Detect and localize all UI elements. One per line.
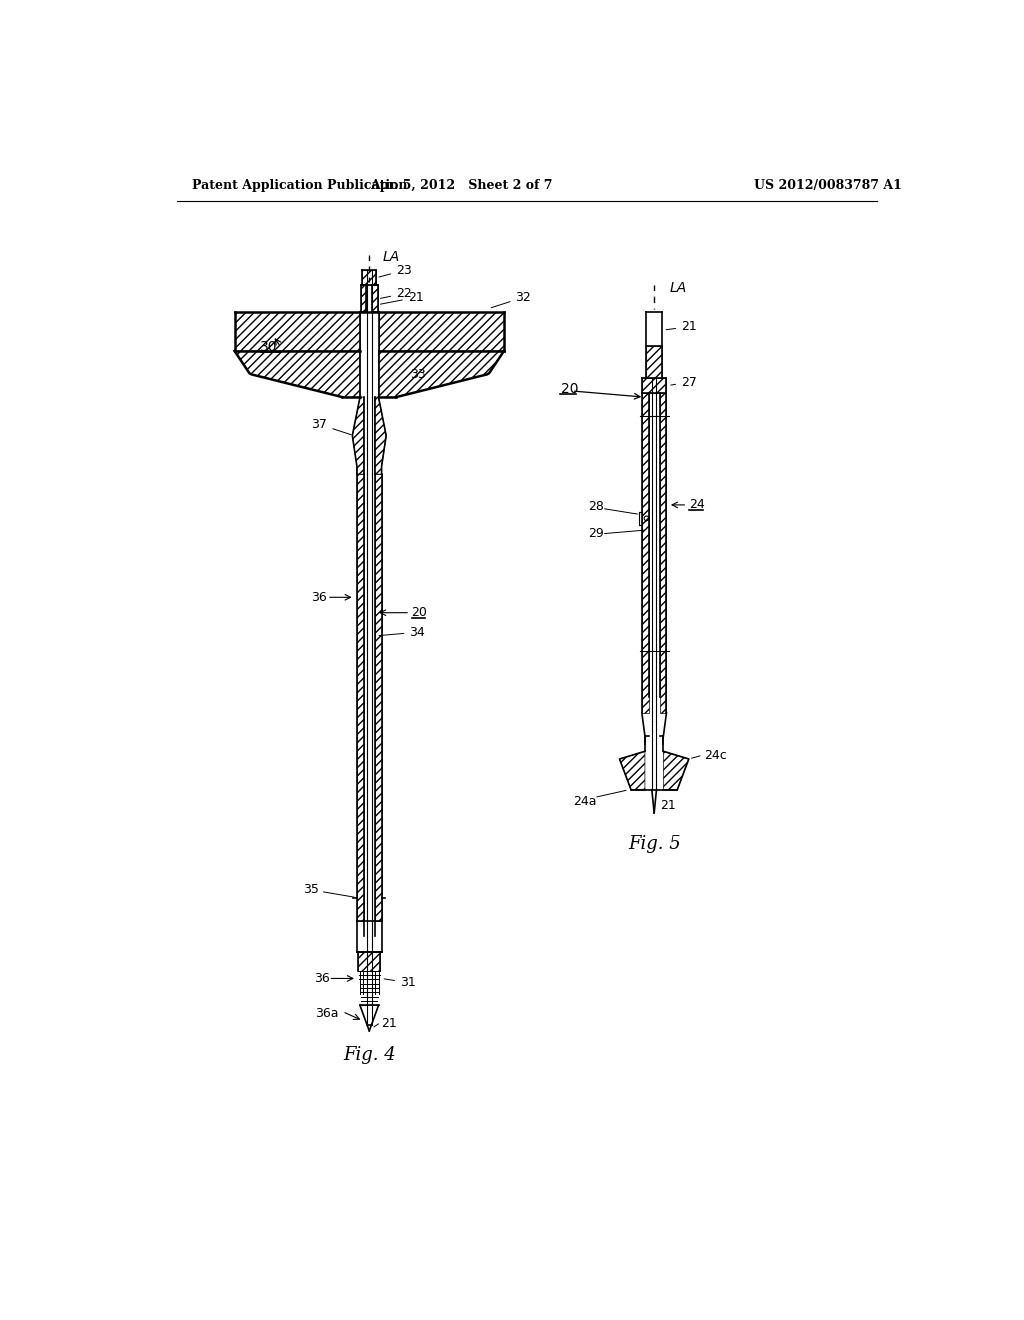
Text: LA: LA (670, 281, 687, 294)
Text: 32: 32 (492, 290, 531, 308)
Text: 23: 23 (379, 264, 412, 277)
Text: 37: 37 (311, 418, 351, 434)
Text: 30: 30 (260, 341, 278, 354)
Text: 22: 22 (381, 286, 412, 300)
Text: 34: 34 (379, 626, 425, 639)
Text: 35: 35 (303, 883, 319, 896)
Text: Fig. 4: Fig. 4 (343, 1047, 395, 1064)
Text: 36: 36 (313, 972, 330, 985)
Text: 24: 24 (689, 499, 705, 511)
Text: 20: 20 (412, 606, 427, 619)
Text: LA: LA (383, 249, 400, 264)
Text: Patent Application Publication: Patent Application Publication (193, 178, 408, 191)
Text: Fig. 5: Fig. 5 (628, 834, 681, 853)
Text: 24c: 24c (705, 748, 727, 762)
Text: 36: 36 (311, 591, 327, 603)
Text: 21: 21 (660, 799, 676, 812)
Text: 33: 33 (410, 367, 426, 380)
Text: 27: 27 (671, 376, 697, 388)
Text: 21: 21 (381, 290, 424, 304)
Text: 24a: 24a (573, 795, 597, 808)
Text: US 2012/0083787 A1: US 2012/0083787 A1 (755, 178, 902, 191)
Text: 31: 31 (384, 977, 416, 989)
Text: 29: 29 (589, 527, 604, 540)
Text: 36a: 36a (315, 1007, 339, 1019)
Text: 20: 20 (561, 383, 579, 396)
Text: Apr. 5, 2012   Sheet 2 of 7: Apr. 5, 2012 Sheet 2 of 7 (371, 178, 553, 191)
Text: 28: 28 (589, 500, 604, 513)
Text: 21: 21 (667, 321, 697, 333)
Text: 21: 21 (381, 1018, 396, 1031)
